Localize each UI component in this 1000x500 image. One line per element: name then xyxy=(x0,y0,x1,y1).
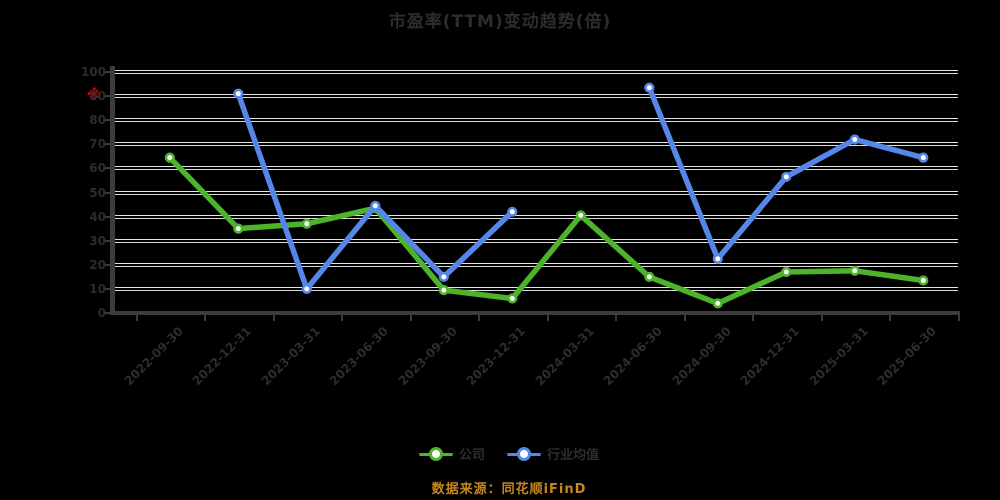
x-axis-tick xyxy=(204,315,206,321)
y-axis-label-40: 40 xyxy=(89,209,106,224)
y-axis-label-100: 100 xyxy=(80,65,106,79)
x-axis-tick xyxy=(272,315,275,321)
data-point-公司-9 xyxy=(781,266,792,278)
y-axis-label-90: 90 xyxy=(89,89,106,104)
legend-label: 行业均值 xyxy=(547,448,600,463)
x-axis-line xyxy=(110,311,960,315)
y-axis-line xyxy=(110,66,115,315)
x-axis-tick xyxy=(478,315,480,321)
y-axis-tick xyxy=(104,287,110,290)
data-point-行业均值-5 xyxy=(507,206,518,217)
x-axis-tick xyxy=(409,315,412,321)
chart-title: 市盈率(TTM)变动趋势(倍) xyxy=(388,12,612,32)
y-axis-label-80: 80 xyxy=(89,113,106,128)
gridline-30 xyxy=(112,238,958,243)
data-point-行业均值-1 xyxy=(233,88,244,99)
x-axis-tick xyxy=(341,315,343,321)
data-point-公司-6 xyxy=(575,210,586,221)
x-axis-tick xyxy=(889,315,891,321)
data-point-公司-8 xyxy=(712,298,723,309)
y-axis-tick xyxy=(104,71,110,73)
x-axis-tick xyxy=(957,315,960,321)
x-axis-tick xyxy=(752,315,754,321)
data-point-公司-1 xyxy=(233,223,244,234)
data-point-行业均值-8 xyxy=(712,253,723,264)
gridline-60 xyxy=(112,166,958,171)
y-axis-label-60: 60 xyxy=(89,161,106,176)
y-axis-alert-marker: ※ xyxy=(87,86,102,104)
y-axis-tick xyxy=(104,312,110,314)
y-axis-tick xyxy=(104,263,110,266)
gridline-20 xyxy=(112,262,958,267)
gridline-90 xyxy=(112,94,958,99)
series-line-行业均值 xyxy=(235,90,516,292)
y-axis-tick xyxy=(104,119,110,122)
legend-line-marker-icon xyxy=(507,446,541,461)
data-point-行业均值-10 xyxy=(849,134,860,145)
legend-line-marker-icon xyxy=(418,446,453,461)
gridline-10 xyxy=(112,286,958,291)
series-line-公司 xyxy=(167,154,927,307)
x-axis-tick xyxy=(135,315,138,321)
y-axis-label-0: 0 xyxy=(97,306,106,320)
data-point-公司-5 xyxy=(507,293,518,304)
legend-label: 公司 xyxy=(458,448,485,463)
x-axis-tick xyxy=(820,315,823,321)
y-axis-label-30: 30 xyxy=(89,233,106,248)
data-point-行业均值-3 xyxy=(370,200,381,211)
data-point-行业均值-9 xyxy=(781,171,792,182)
x-axis-tick xyxy=(546,315,549,321)
data-point-行业均值-4 xyxy=(438,271,449,283)
data-point-行业均值-7 xyxy=(644,82,655,93)
x-axis-tick xyxy=(615,315,617,321)
source-note: 数据来源：同花顺iFinD xyxy=(431,482,587,497)
data-point-公司-10 xyxy=(849,265,860,276)
gridline-40 xyxy=(112,214,958,219)
x-axis-tick xyxy=(683,315,686,321)
y-axis-tick xyxy=(104,239,110,242)
legend: 公司 行业均值 xyxy=(0,444,1000,463)
legend-item-行业均值[interactable]: 行业均值 xyxy=(507,444,599,463)
gridline-100 xyxy=(112,70,958,74)
y-axis-tick xyxy=(104,95,110,98)
gridline-70 xyxy=(112,142,958,147)
y-axis-tick xyxy=(104,143,110,146)
data-point-公司-0 xyxy=(164,152,175,163)
y-axis-label-70: 70 xyxy=(89,137,106,152)
y-axis-label-50: 50 xyxy=(89,185,106,200)
gridline-80 xyxy=(112,118,958,123)
data-point-公司-4 xyxy=(438,285,449,296)
y-axis-label-20: 20 xyxy=(89,257,106,272)
data-point-行业均值-2 xyxy=(301,283,312,295)
gridline-50 xyxy=(112,190,958,195)
data-point-公司-7 xyxy=(644,271,655,283)
y-axis-tick xyxy=(104,191,110,194)
y-axis-tick xyxy=(104,215,110,218)
y-axis-label-10: 10 xyxy=(89,281,106,296)
legend-item-公司[interactable]: 公司 xyxy=(418,444,485,463)
data-point-公司-2 xyxy=(301,218,312,229)
y-axis-tick xyxy=(104,167,110,170)
data-point-行业均值-11 xyxy=(918,152,929,163)
data-point-公司-11 xyxy=(918,275,929,286)
